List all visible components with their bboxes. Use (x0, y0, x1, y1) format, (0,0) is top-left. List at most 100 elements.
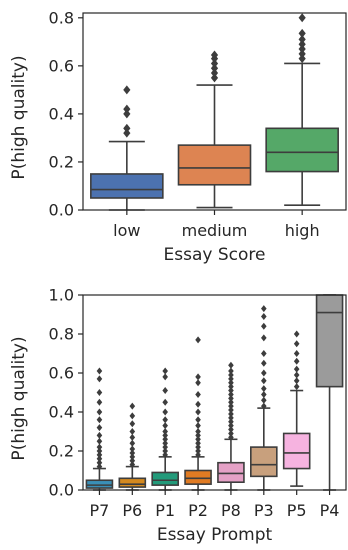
outlier-point (96, 447, 103, 455)
outlier-point (228, 394, 234, 402)
outlier-point (228, 414, 234, 422)
x-tick-label: P6 (122, 501, 142, 520)
x-axis-label: Essay Score (164, 245, 266, 265)
outlier-point (228, 387, 234, 395)
y-tick-label: 0.6 (49, 364, 74, 383)
y-tick-label: 0.8 (49, 8, 74, 27)
y-axis-label: P(high quality) (9, 336, 29, 460)
outlier-point (96, 408, 103, 416)
box-body (217, 461, 245, 484)
outlier-point (195, 422, 201, 430)
outlier-point (96, 389, 103, 396)
outlier-point (228, 390, 234, 398)
outlier-point (123, 109, 131, 119)
outlier-point (195, 451, 201, 459)
outlier-point (298, 49, 306, 59)
y-tick-label: 0.8 (49, 325, 74, 344)
outlier-point (162, 447, 168, 455)
box-body (151, 471, 179, 486)
outlier-point (96, 375, 103, 383)
outlier-point (261, 385, 267, 393)
outlier-point (261, 402, 267, 410)
outlier-point (298, 44, 306, 54)
box-body (184, 469, 212, 485)
x-tick-label: P8 (221, 501, 241, 520)
outlier-point (228, 426, 234, 434)
outlier-point (228, 398, 234, 406)
outlier-point (293, 357, 300, 365)
outlier-point (210, 73, 219, 83)
box-body (265, 127, 339, 173)
outlier-point (162, 373, 168, 381)
outlier-point (162, 451, 168, 459)
outlier-point (195, 428, 201, 435)
outlier-point (129, 461, 136, 469)
chart-panel-2: 0.0 0.2 0.4 0.6 0.8 1.0 P7 P6 P1 P2 P8 P3 P5 P4 Essay … (9, 286, 347, 545)
outlier-point (298, 28, 306, 38)
y-tick-label: 1.0 (49, 286, 74, 305)
box-low (90, 85, 164, 211)
outlier-point (162, 435, 168, 443)
x-tick-label: high (285, 221, 320, 240)
box-high (265, 13, 339, 206)
outlier-point (228, 361, 234, 369)
chart-panel-1: 0.0 0.2 0.4 0.6 0.8 low medium high Essay Score P… (9, 8, 347, 265)
y-tick-label: 0.0 (49, 201, 74, 220)
outlier-point (228, 375, 234, 383)
outlier-point (293, 350, 300, 357)
outlier-point (129, 457, 136, 465)
box-body (315, 294, 344, 388)
outlier-point (293, 330, 300, 338)
box-P8 (217, 361, 245, 491)
outlier-point (228, 371, 234, 379)
box-body (177, 144, 252, 186)
box-P5 (282, 330, 311, 487)
outlier-point (195, 400, 201, 408)
y-tick-label: 0.2 (49, 442, 74, 461)
outlier-point (195, 435, 201, 443)
outlier-point (298, 39, 306, 49)
box-P7 (85, 367, 114, 491)
outlier-point (293, 371, 300, 379)
outlier-point (195, 447, 201, 455)
outlier-point (162, 408, 168, 416)
y-tick-label: 0.2 (49, 152, 74, 171)
outlier-point (293, 340, 300, 348)
outlier-point (195, 439, 201, 447)
y-tick-label: 0.6 (49, 56, 74, 75)
outlier-point (261, 396, 267, 404)
outlier-point (298, 54, 306, 64)
outlier-point (261, 377, 267, 385)
outlier-point (96, 451, 103, 459)
box-body (118, 477, 147, 488)
outlier-point (195, 431, 201, 439)
outlier-point (162, 398, 168, 406)
outlier-point (261, 305, 267, 313)
outlier-point (195, 390, 201, 398)
outlier-point (261, 369, 267, 377)
box-P4 (315, 294, 344, 491)
box-body (85, 479, 114, 489)
outlier-point (195, 443, 201, 451)
x-tick-label: P2 (188, 501, 208, 520)
outlier-point (129, 439, 136, 447)
outlier-point (261, 322, 267, 330)
box-P6 (118, 402, 147, 491)
outlier-point (162, 428, 168, 435)
outlier-point (261, 334, 267, 342)
outlier-point (96, 437, 103, 445)
outlier-point (261, 312, 267, 320)
outlier-point (123, 85, 131, 95)
box-P2 (184, 336, 212, 491)
outlier-point (261, 350, 267, 357)
outlier-point (298, 34, 306, 44)
outlier-point (129, 420, 136, 428)
outlier-point (228, 367, 234, 375)
outlier-point (123, 104, 131, 114)
box-body (282, 432, 311, 470)
outlier-point (293, 377, 300, 385)
outlier-point (96, 459, 103, 467)
box-medium (177, 50, 252, 209)
